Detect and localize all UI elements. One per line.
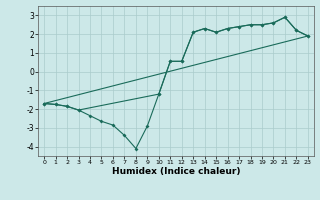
X-axis label: Humidex (Indice chaleur): Humidex (Indice chaleur) bbox=[112, 167, 240, 176]
